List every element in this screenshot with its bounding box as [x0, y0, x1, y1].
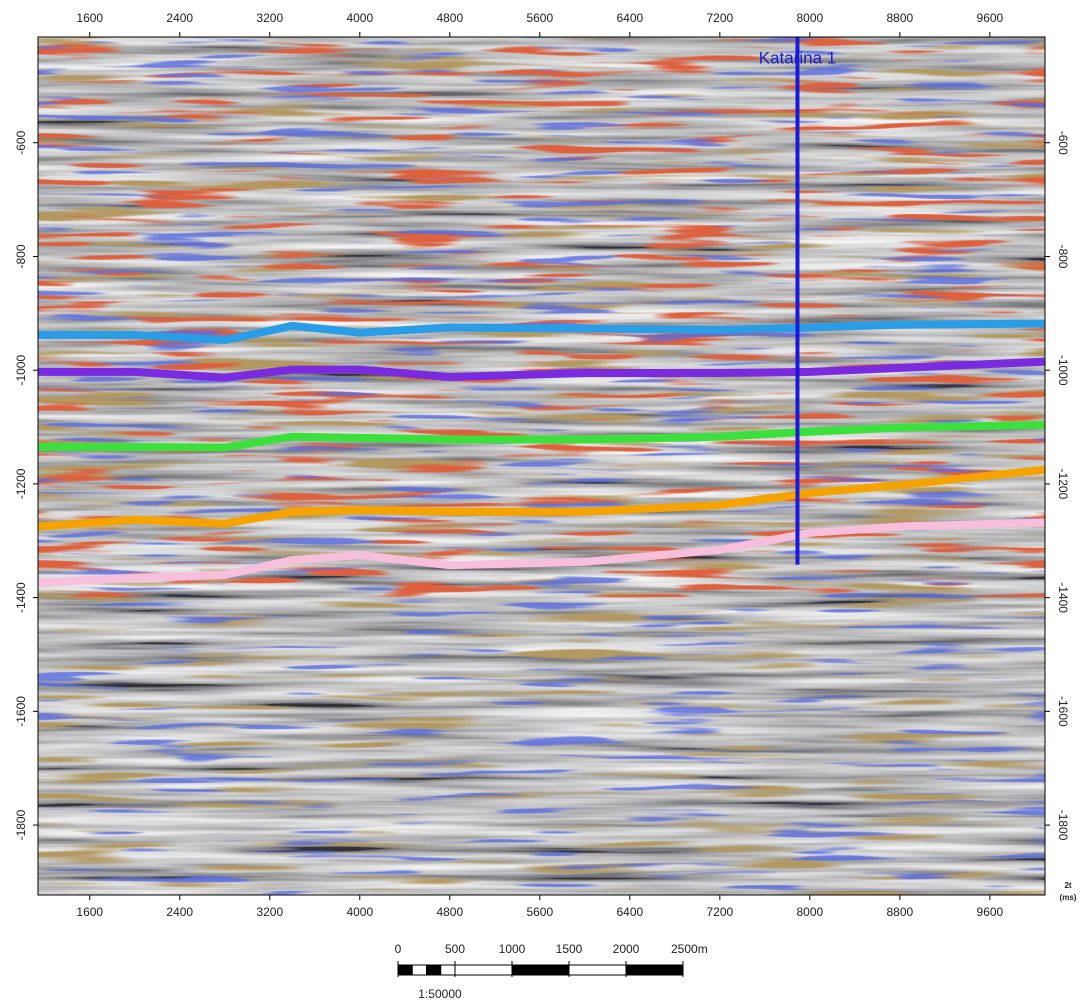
scale-label: 1500	[556, 942, 583, 956]
y-tick-label: -1800	[14, 809, 28, 840]
x-tick-label: 1600	[76, 905, 103, 919]
y-tick-label: -1600	[1056, 696, 1070, 727]
horizon	[38, 465, 1045, 531]
y-tick-label: -1200	[14, 468, 28, 499]
x-tick-label: 6400	[616, 905, 643, 919]
scale-ratio: 1:50000	[418, 987, 462, 1001]
scale-segment	[397, 964, 413, 976]
y-tick-label: -600	[1056, 131, 1070, 155]
scale-label: 2000	[613, 942, 640, 956]
x-tick-label: 8000	[796, 11, 823, 25]
x-tick-label: 3200	[256, 11, 283, 25]
y-tick-label: -1800	[1056, 810, 1070, 841]
x-tick-label: 9600	[977, 11, 1004, 25]
x-tick-label: 8800	[887, 905, 914, 919]
x-tick-label: 2400	[166, 905, 193, 919]
scale-segment	[426, 964, 442, 976]
y-tick-label: -800	[1056, 244, 1070, 268]
y-tick-label: -1000	[1056, 355, 1070, 386]
x-tick-label: 7200	[706, 11, 733, 25]
x-tick-label: 4800	[436, 11, 463, 25]
x-tick-label: 4800	[436, 905, 463, 919]
scale-label: 500	[445, 942, 465, 956]
scale-segment	[454, 964, 513, 976]
y-axis-unit: (ms)	[1060, 893, 1077, 902]
y-tick-label: -1400	[14, 582, 28, 613]
x-tick-label: 6400	[616, 11, 643, 25]
x-tick-label: 8000	[796, 905, 823, 919]
scale-segment	[568, 964, 627, 976]
horizon	[38, 518, 1045, 587]
scale-segment	[625, 964, 684, 976]
scale-segment	[411, 964, 427, 976]
x-tick-label: 5600	[526, 11, 553, 25]
well-label: Katarina 1	[759, 48, 837, 67]
y-tick-label: -1000	[14, 355, 28, 386]
scale-label: 2500m	[671, 942, 708, 956]
x-tick-label: 1600	[76, 11, 103, 25]
y-tick-label: -1200	[1056, 469, 1070, 500]
scale-label: 0	[395, 942, 402, 956]
horizon	[38, 357, 1045, 382]
x-tick-label: 9600	[977, 905, 1004, 919]
y-axis-label: 2t	[1064, 881, 1071, 890]
scale-label: 1000	[499, 942, 526, 956]
x-tick-label: 7200	[706, 905, 733, 919]
x-tick-label: 4000	[346, 11, 373, 25]
x-tick-label: 3200	[256, 905, 283, 919]
scale-segment	[440, 964, 456, 976]
y-tick-label: -800	[14, 244, 28, 268]
horizon	[38, 420, 1045, 452]
plot-frame	[37, 36, 1046, 896]
y-tick-label: -1600	[14, 696, 28, 727]
plot-marks: Katarina 1	[38, 37, 1045, 587]
seismic-texture	[38, 37, 1045, 895]
x-tick-label: 2400	[166, 11, 193, 25]
x-tick-label: 5600	[526, 905, 553, 919]
x-tick-label: 4000	[346, 905, 373, 919]
scale-segment	[511, 964, 570, 976]
horizon	[38, 319, 1045, 345]
x-tick-label: 8800	[887, 11, 914, 25]
y-tick-label: -1400	[1056, 582, 1070, 613]
y-tick-label: -600	[14, 130, 28, 154]
